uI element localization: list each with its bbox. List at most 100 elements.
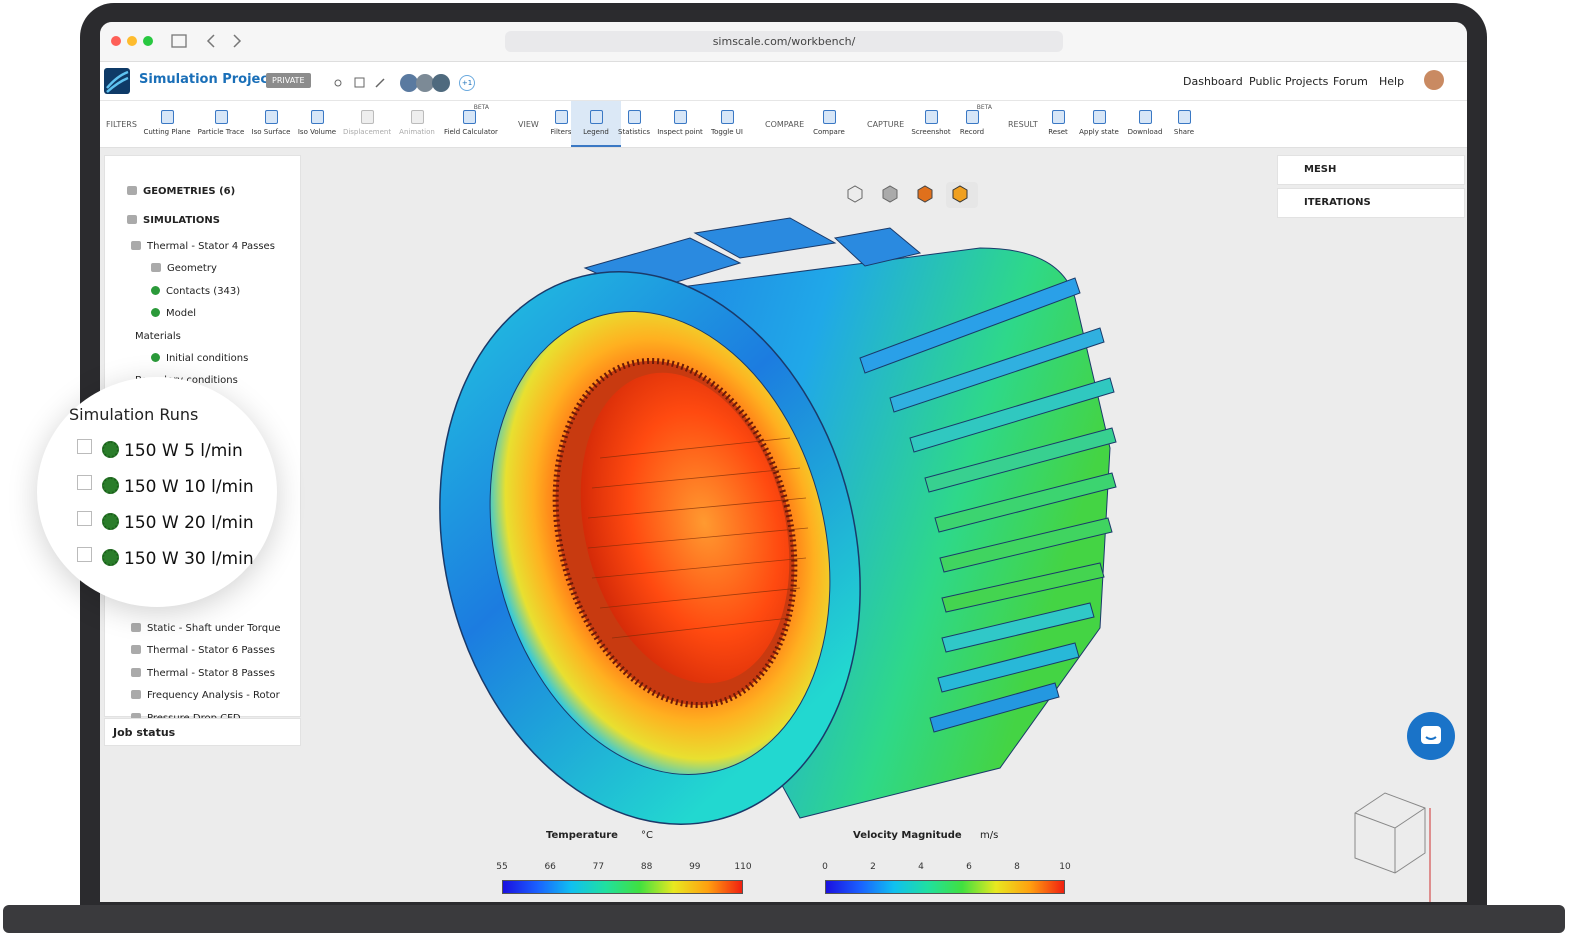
legend-unit[interactable]: m/s (980, 830, 999, 841)
tree-item[interactable]: Geometry (151, 263, 217, 274)
tool-icon (1092, 110, 1106, 124)
tool-icon (673, 110, 687, 124)
url-bar[interactable]: simscale.com/workbench/ (505, 31, 1063, 52)
nav-link[interactable]: Public Projects (1249, 75, 1329, 88)
status-check (151, 353, 160, 362)
toolbar-group-label: CAPTURE (867, 120, 905, 129)
browser-bar: simscale.com/workbench/ (100, 22, 1467, 62)
tool-icon (822, 110, 836, 124)
tool-icon (924, 110, 938, 124)
run-row[interactable]: 150 W 10 l/min (77, 475, 254, 497)
toolbar-button[interactable]: Statistics (609, 101, 659, 145)
tool-icon (360, 110, 374, 124)
tool-icon (720, 110, 734, 124)
tree-section[interactable]: SIMULATIONS (117, 215, 220, 226)
toolbar-button[interactable]: Animation (392, 101, 442, 145)
legend-tick-label: 6 (966, 862, 972, 872)
tool-label: Cutting Plane (143, 128, 191, 136)
toolbar-button[interactable]: Cutting Plane (142, 101, 192, 145)
status-check (151, 285, 160, 295)
toolbar-button[interactable]: Record BETA (947, 101, 997, 145)
legend-unit[interactable]: °C (641, 830, 653, 841)
tree-label: Thermal - Stator 6 Passes (147, 645, 275, 657)
tree-icon (131, 690, 141, 700)
tree-item[interactable]: Materials (135, 331, 181, 342)
legend-tick-label: 110 (734, 862, 752, 872)
tree-item[interactable]: Initial conditions (151, 353, 248, 364)
tree-label: Static - Shaft under Torque (147, 623, 281, 634)
toolbar-button[interactable]: Inspect point (655, 101, 705, 145)
toolbar-button[interactable]: Share (1159, 101, 1209, 145)
user-avatar[interactable] (1424, 70, 1444, 90)
run-row[interactable]: 150 W 20 l/min (77, 511, 254, 533)
nav-link[interactable]: Help (1379, 75, 1405, 88)
tool-icon (1177, 110, 1191, 124)
run-row[interactable]: 150 W 30 l/min (77, 547, 254, 569)
tree-section[interactable]: GEOMETRIES (6) (117, 186, 235, 197)
toolbar-button[interactable]: Iso Surface (246, 101, 296, 145)
nav-arrows[interactable] (206, 34, 242, 48)
tree-item[interactable]: Contacts (343) (151, 285, 240, 297)
expand-toggle (77, 511, 92, 526)
tree-item[interactable]: Static - Shaft under Torque (131, 623, 281, 634)
project-title: Simulation Project (139, 72, 275, 87)
nav-link[interactable]: Dashboard (1183, 75, 1243, 88)
toolbar-group-label: COMPARE (765, 120, 805, 129)
toolbar-button[interactable]: Legend (571, 101, 621, 147)
toolbar-group-label: FILTERS (106, 120, 137, 129)
tool-icon (410, 110, 424, 124)
toolbar-button[interactable]: Reset (1033, 101, 1083, 145)
tree-icon (131, 241, 141, 250)
sidebar-icon[interactable] (171, 34, 187, 48)
tool-icon (160, 110, 174, 124)
toolbar-button[interactable]: Iso Volume (292, 101, 342, 145)
legend-tick-label: 8 (1014, 862, 1020, 872)
right-panel-section[interactable]: ITERATIONS (1277, 188, 1465, 218)
toolbar-button[interactable]: Field Calculator BETA (444, 101, 498, 145)
run-row[interactable]: 150 W 5 l/min (77, 439, 243, 461)
color-bar (502, 880, 743, 894)
tool-label: Particle Trace (197, 128, 245, 136)
toolbar-button[interactable]: Particle Trace (196, 101, 246, 145)
toolbar-button[interactable]: Toggle UI (702, 101, 752, 145)
run-icon (102, 477, 119, 494)
run-icon (102, 549, 119, 566)
toolbar-button[interactable]: Compare (804, 101, 854, 145)
tool-label: Download (1127, 128, 1163, 136)
orientation-gizmo (1354, 792, 1431, 902)
close-dot[interactable] (111, 36, 121, 46)
toolbar-button[interactable]: Filters (536, 101, 586, 145)
nav-link[interactable]: Forum (1333, 75, 1368, 88)
right-panel-section[interactable]: MESH (1277, 155, 1465, 185)
tree-item[interactable]: Frequency Analysis - Rotor (131, 690, 280, 701)
tree-label: Geometry (167, 263, 217, 275)
toolbar-button[interactable]: Displacement (342, 101, 392, 145)
tool-label: Filters (550, 128, 572, 136)
color-bar (825, 880, 1065, 894)
legend-tick-label: 0 (822, 862, 828, 872)
legend-tick-label: 55 (496, 862, 508, 872)
tool-label: Inspect point (657, 128, 703, 136)
toolbar-button[interactable]: Download (1120, 101, 1170, 145)
zoom-dot[interactable] (143, 36, 153, 46)
job-status-panel[interactable]: Job status (104, 718, 301, 746)
legend-tick-label: 2 (870, 862, 876, 872)
toolbar-button[interactable]: Screenshot (906, 101, 956, 145)
chat-button[interactable] (1407, 712, 1455, 760)
tree-item[interactable]: Thermal - Stator 6 Passes (131, 645, 275, 656)
tree-item[interactable]: Thermal - Stator 8 Passes (131, 667, 275, 679)
tree-label: Model (166, 308, 197, 320)
toolbar: FILTERS Cutting Plane Particle Trace Iso Su… (100, 101, 1467, 148)
toolbar-button[interactable]: Apply state (1074, 101, 1124, 145)
legend-tick-label: 77 (592, 862, 605, 872)
beta-badge: BETA (976, 104, 992, 111)
tree-item[interactable]: Thermal - Stator 4 Passes (131, 241, 275, 252)
tree-label: Materials (135, 330, 181, 342)
tool-icon (462, 110, 476, 124)
minimize-dot[interactable] (127, 36, 137, 46)
expand-toggle (77, 439, 92, 454)
tree-item[interactable]: Model (151, 308, 196, 319)
run-icon (102, 441, 119, 458)
collaborators-extra[interactable]: +1 (459, 75, 475, 91)
